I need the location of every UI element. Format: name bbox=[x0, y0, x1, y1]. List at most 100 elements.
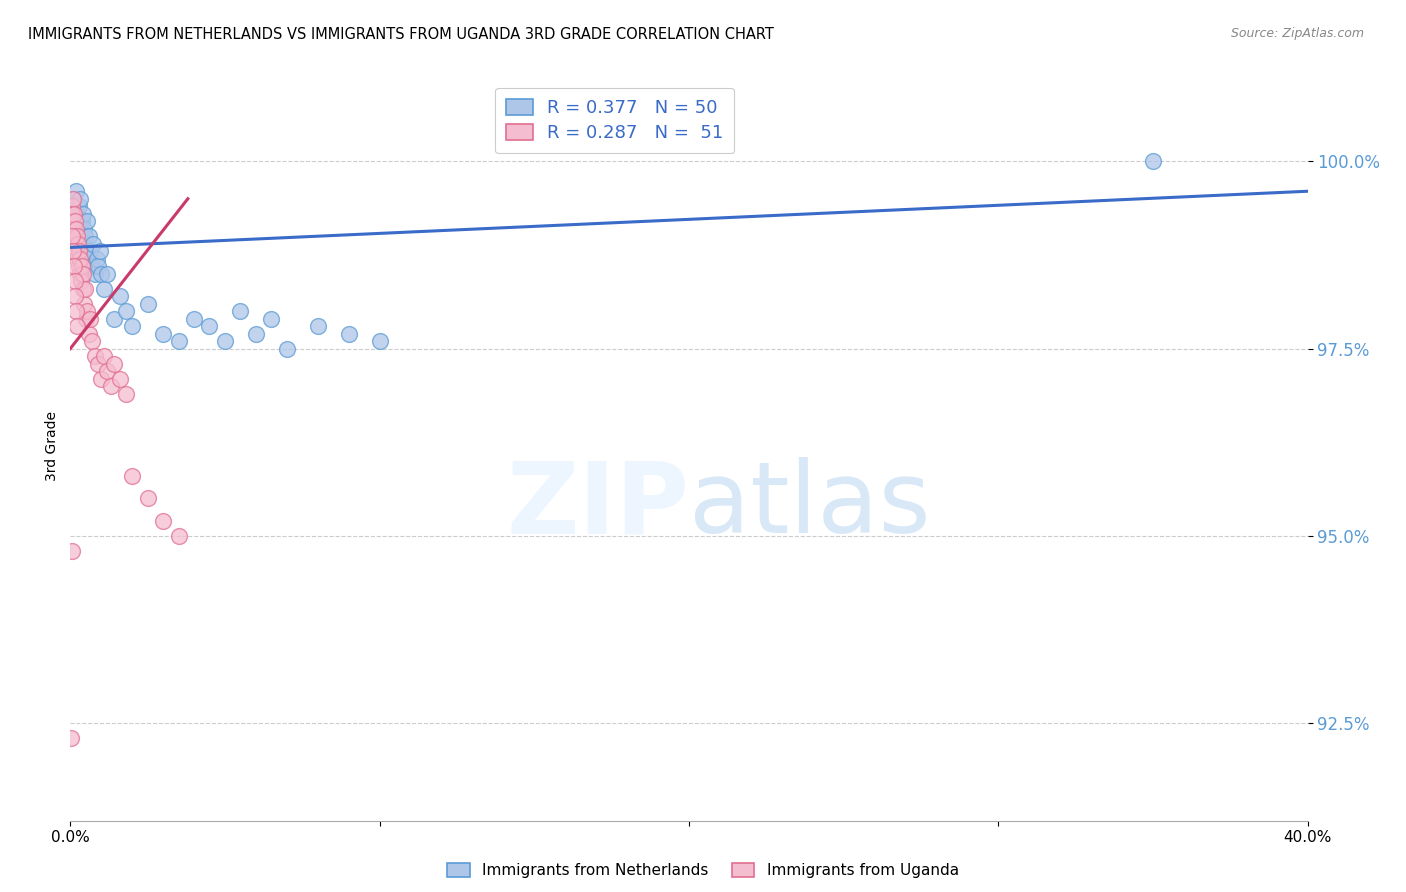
Point bbox=[75, 282, 97, 296]
Legend: Immigrants from Netherlands, Immigrants from Uganda: Immigrants from Netherlands, Immigrants … bbox=[441, 857, 965, 884]
Point bbox=[73, 221, 96, 235]
Point bbox=[136, 296, 159, 310]
Point bbox=[60, 214, 83, 228]
Point bbox=[198, 319, 221, 334]
Point bbox=[108, 371, 131, 385]
Point bbox=[93, 282, 115, 296]
Point bbox=[100, 379, 122, 393]
Text: ZIP: ZIP bbox=[506, 458, 689, 555]
Point bbox=[72, 236, 94, 251]
Point bbox=[60, 199, 83, 213]
Point bbox=[167, 334, 190, 348]
Point bbox=[69, 221, 91, 235]
Point bbox=[75, 229, 97, 244]
Point bbox=[69, 267, 91, 281]
Point bbox=[70, 214, 93, 228]
Point bbox=[103, 357, 125, 371]
Point bbox=[79, 311, 101, 326]
Point bbox=[93, 349, 115, 363]
Point bbox=[115, 304, 138, 318]
Point bbox=[90, 267, 112, 281]
Point bbox=[63, 221, 86, 235]
Point bbox=[82, 236, 105, 251]
Text: atlas: atlas bbox=[689, 458, 931, 555]
Point bbox=[136, 491, 159, 506]
Point bbox=[167, 529, 190, 543]
Point bbox=[89, 244, 111, 259]
Point bbox=[276, 342, 298, 356]
Point bbox=[115, 386, 138, 401]
Point bbox=[152, 514, 174, 528]
Point bbox=[65, 289, 87, 303]
Point bbox=[62, 192, 84, 206]
Point bbox=[245, 326, 267, 341]
Point bbox=[62, 259, 84, 273]
Point bbox=[96, 267, 118, 281]
Point bbox=[229, 304, 252, 318]
Point bbox=[63, 207, 86, 221]
Point bbox=[67, 236, 90, 251]
Point bbox=[67, 214, 90, 228]
Point bbox=[72, 282, 94, 296]
Point bbox=[70, 259, 93, 273]
Point bbox=[63, 229, 86, 244]
Point bbox=[103, 311, 125, 326]
Point bbox=[77, 229, 100, 244]
Point bbox=[67, 244, 90, 259]
Point bbox=[69, 192, 91, 206]
Point bbox=[66, 319, 89, 334]
Point bbox=[260, 311, 283, 326]
Point bbox=[60, 731, 83, 746]
Point bbox=[69, 252, 91, 266]
Point bbox=[62, 221, 84, 235]
Point bbox=[1142, 154, 1164, 169]
Point bbox=[60, 544, 83, 558]
Point bbox=[60, 207, 83, 221]
Point bbox=[66, 229, 89, 244]
Point bbox=[90, 371, 112, 385]
Point bbox=[75, 311, 97, 326]
Point bbox=[77, 252, 100, 266]
Point bbox=[65, 304, 87, 318]
Point bbox=[62, 214, 84, 228]
Point bbox=[62, 244, 84, 259]
Point bbox=[62, 192, 84, 206]
Legend: R = 0.377   N = 50, R = 0.287   N =  51: R = 0.377 N = 50, R = 0.287 N = 51 bbox=[495, 88, 734, 153]
Point bbox=[70, 229, 93, 244]
Point bbox=[63, 274, 86, 288]
Point bbox=[108, 289, 131, 303]
Point bbox=[76, 304, 98, 318]
Point bbox=[70, 274, 93, 288]
Point bbox=[80, 259, 103, 273]
Point bbox=[65, 244, 87, 259]
Point bbox=[96, 364, 118, 378]
Point bbox=[84, 267, 107, 281]
Point bbox=[87, 357, 110, 371]
Point bbox=[80, 334, 103, 348]
Point bbox=[62, 207, 84, 221]
Point bbox=[72, 207, 94, 221]
Point bbox=[65, 184, 87, 198]
Point bbox=[84, 349, 107, 363]
Point bbox=[67, 259, 90, 273]
Point bbox=[87, 259, 110, 273]
Point bbox=[66, 207, 89, 221]
Point bbox=[183, 311, 205, 326]
Point bbox=[65, 221, 87, 235]
Point bbox=[86, 252, 108, 266]
Point bbox=[65, 229, 87, 244]
Point bbox=[307, 319, 329, 334]
Point bbox=[337, 326, 360, 341]
Point bbox=[75, 244, 97, 259]
Point bbox=[63, 214, 86, 228]
Y-axis label: 3rd Grade: 3rd Grade bbox=[45, 411, 59, 481]
Point bbox=[368, 334, 391, 348]
Point bbox=[60, 229, 83, 244]
Point bbox=[73, 296, 96, 310]
Point bbox=[214, 334, 236, 348]
Point bbox=[76, 214, 98, 228]
Point bbox=[121, 319, 143, 334]
Point bbox=[66, 252, 89, 266]
Text: IMMIGRANTS FROM NETHERLANDS VS IMMIGRANTS FROM UGANDA 3RD GRADE CORRELATION CHAR: IMMIGRANTS FROM NETHERLANDS VS IMMIGRANT… bbox=[28, 27, 773, 42]
Point bbox=[72, 267, 94, 281]
